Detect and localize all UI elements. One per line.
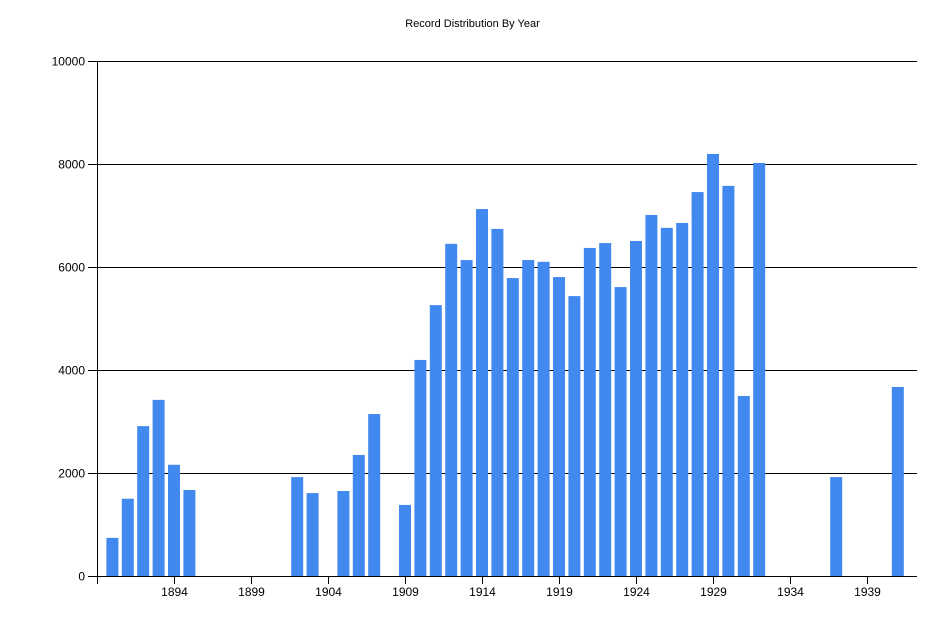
x-tick-label: 1929 <box>700 585 727 599</box>
bar-1932 <box>753 162 766 576</box>
bar-1890 <box>106 537 119 576</box>
x-tick-label: 1924 <box>623 585 650 599</box>
bar-1926 <box>660 227 673 577</box>
bar-1913 <box>460 260 473 576</box>
bar-1923 <box>614 287 627 576</box>
y-tick-label: 2000 <box>58 467 85 481</box>
y-tick-label: 10000 <box>52 55 86 69</box>
bar-1895 <box>183 489 196 576</box>
x-tick-label: 1939 <box>854 585 881 599</box>
y-tick-label: 0 <box>78 570 85 584</box>
bar-1928 <box>691 192 704 576</box>
bar-1915 <box>491 228 504 576</box>
bar-1925 <box>645 214 658 577</box>
bar-1892 <box>137 426 150 576</box>
bar-1909 <box>399 504 411 576</box>
bar-1937 <box>830 477 843 576</box>
bar-1910 <box>414 359 427 576</box>
bar-1921 <box>583 247 596 576</box>
bar-1929 <box>707 153 719 576</box>
bar-1916 <box>506 278 519 576</box>
x-tick-label: 1934 <box>777 585 804 599</box>
bar-1919 <box>553 277 565 576</box>
bar-1903 <box>306 493 319 576</box>
x-tick-label: 1904 <box>315 585 342 599</box>
bar-1924 <box>630 240 642 576</box>
bar-1894 <box>168 464 180 576</box>
bar-1914 <box>476 209 488 576</box>
bar-1902 <box>291 477 304 576</box>
bar-1917 <box>522 260 535 576</box>
bar-1911 <box>429 305 442 576</box>
chart-title: Record Distribution By Year <box>405 18 540 30</box>
x-tick-label: 1909 <box>392 585 419 599</box>
bar-1920 <box>568 296 581 576</box>
bar-1893 <box>152 399 165 576</box>
x-tick-label: 1899 <box>238 585 265 599</box>
y-tick-label: 8000 <box>58 158 85 172</box>
x-tick-label: 1894 <box>161 585 188 599</box>
y-tick-label: 4000 <box>58 364 85 378</box>
x-tick-label: 1914 <box>469 585 496 599</box>
bar-1912 <box>445 243 458 576</box>
bar-1907 <box>368 414 381 576</box>
bar-1927 <box>676 222 689 576</box>
bar-1922 <box>599 243 612 577</box>
axes <box>88 61 917 584</box>
x-axis-labels: 1894 1899 1904 1909 1914 1919 1924 1929 1934 1939 <box>161 585 881 599</box>
x-tick-label: 1919 <box>546 585 573 599</box>
y-axis-labels: 0 2000 4000 6000 8000 10000 <box>52 55 86 584</box>
bar-1941 <box>891 386 904 576</box>
bar-1891 <box>121 498 134 576</box>
bar-1906 <box>352 454 365 576</box>
bar-1931 <box>737 396 750 576</box>
bar-1918 <box>537 261 550 576</box>
bar-1905 <box>337 491 350 576</box>
bars <box>106 153 904 577</box>
bar-1930 <box>722 185 735 576</box>
y-tick-label: 6000 <box>58 261 85 275</box>
